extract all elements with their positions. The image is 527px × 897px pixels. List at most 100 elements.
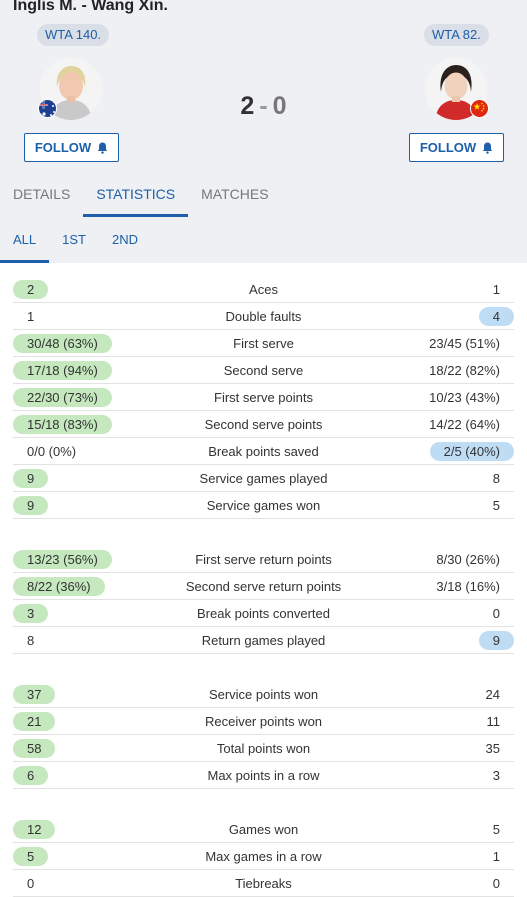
bell-icon [97,142,108,154]
away-stat-value: 0 [492,876,500,891]
stat-row: 0/0 (0%) Break points saved 2/5 (40%) [13,438,514,465]
stat-label: Service games won [206,498,321,513]
away-stat-value: 10/23 (43%) [429,390,500,405]
home-stat-value: 17/18 (94%) [13,361,112,380]
home-score: 2 [240,92,255,120]
home-stat-value: 6 [13,766,49,785]
away-stat-value: 14/22 (64%) [429,417,500,432]
stat-row: 8/22 (36%) Second serve return points 3/18… [13,573,514,600]
tab-statistics[interactable]: STATISTICS [83,172,188,217]
home-stat-value: 21 [13,712,56,731]
stat-row: 17/18 (94%) Second serve 18/22 (82%) [13,357,514,384]
home-stat-value: 15/18 (83%) [13,415,112,434]
away-stat-value: 23/45 (51%) [429,336,500,351]
away-stat-value: 1 [492,282,500,297]
home-player-rank: WTA 140. [37,24,110,46]
stat-label: Max points in a row [207,768,320,783]
bell-icon [482,142,493,154]
stat-row: 15/18 (83%) Second serve points 14/22 (64%… [13,411,514,438]
stat-row: 1 Double faults 4 [13,303,514,330]
stat-row: 2 Aces 1 [13,276,514,303]
australia-flag-icon [38,99,57,118]
subtab-all[interactable]: ALL [0,217,50,263]
stat-group: 12 Games won 5 5 Max games in a row 1 0 Tiebrea… [0,816,527,897]
home-stat-value: 58 [13,739,56,758]
follow-away-player-button[interactable]: FOLLOW [409,133,504,162]
stat-row: 5 Max games in a row 1 [13,843,514,870]
match-title: Inglis M. - Wang Xin. [13,0,168,14]
subtab-second-set[interactable]: 2ND [111,232,138,247]
stat-label: Max games in a row [205,849,322,864]
home-stat-value: 9 [13,469,49,488]
follow-button-label: FOLLOW [34,140,92,155]
stat-label: Games won [228,822,299,837]
main-tabs: DETAILS STATISTICS MATCHES [0,172,527,217]
match-header: Inglis M. - Wang Xin. WTA 140. WTA 82. 2… [0,0,527,217]
stat-row: 9 Service games won 5 [13,492,514,519]
away-player-rank: WTA 82. [424,24,489,46]
home-stat-value: 30/48 (63%) [13,334,112,353]
match-score: 2-0 [200,92,327,121]
score-separator: - [259,92,268,120]
home-stat-value: 3 [13,604,49,623]
tab-details[interactable]: DETAILS [13,186,71,202]
stat-label: Double faults [225,309,302,324]
away-stat-value: 3 [492,768,500,783]
home-stat-value: 8/22 (36%) [13,577,105,596]
follow-home-player-button[interactable]: FOLLOW [24,133,119,162]
stat-label: Tiebreaks [235,876,292,891]
away-stat-value: 3/18 (16%) [436,579,500,594]
away-stat-value: 35 [485,741,500,756]
away-stat-value: 5 [492,498,500,513]
away-stat-value: 8/30 (26%) [436,552,500,567]
stat-row: 12 Games won 5 [13,816,514,843]
away-stat-value: 18/22 (82%) [429,363,500,378]
home-stat-value: 37 [13,685,56,704]
stat-row: 8 Return games played 9 [13,627,514,654]
statistics-table: 2 Aces 1 1 Double faults 4 30/48 (63%) First se… [0,276,527,897]
stat-group: 37 Service points won 24 21 Receiver points … [0,681,527,789]
subtab-first-set[interactable]: 1ST [62,232,86,247]
away-stat-value: 5 [492,822,500,837]
stat-row: 58 Total points won 35 [13,735,514,762]
home-stat-value: 0 [27,876,35,891]
away-stat-value: 8 [492,471,500,486]
stat-row: 0 Tiebreaks 0 [13,870,514,897]
home-stat-value: 0/0 (0%) [27,444,77,459]
stat-label: Break points converted [197,606,330,621]
stat-row: 21 Receiver points won 11 [13,708,514,735]
tab-matches[interactable]: MATCHES [201,186,269,202]
away-stat-value: 11 [486,714,501,729]
stat-label: Return games played [201,633,326,648]
stat-row: 13/23 (56%) First serve return points 8/30… [13,546,514,573]
away-score: 0 [272,92,287,120]
period-tabs: ALL 1ST 2ND [0,217,527,263]
away-stat-value: 9 [478,631,514,650]
home-stat-value: 2 [13,280,49,299]
home-stat-value: 5 [13,847,49,866]
stat-row: 3 Break points converted 0 [13,600,514,627]
away-stat-value: 24 [485,687,500,702]
home-stat-value: 9 [13,496,49,515]
stat-row: 9 Service games played 8 [13,465,514,492]
stat-label: Receiver points won [204,714,323,729]
home-stat-value: 12 [13,820,56,839]
follow-button-label: FOLLOW [419,140,477,155]
away-player-avatar[interactable] [425,58,487,120]
away-stat-value: 4 [478,307,514,326]
home-stat-value: 8 [27,633,35,648]
home-stat-value: 1 [27,309,35,324]
stat-row: 22/30 (73%) First serve points 10/23 (43%) [13,384,514,411]
china-flag-icon [470,99,489,118]
stat-group: 13/23 (56%) First serve return points 8/30… [0,546,527,654]
stat-label: Service points won [208,687,319,702]
home-stat-value: 13/23 (56%) [13,550,112,569]
away-stat-value: 1 [492,849,500,864]
stat-row: 37 Service points won 24 [13,681,514,708]
away-stat-value: 0 [492,606,500,621]
home-player-avatar[interactable] [40,58,102,120]
stat-label: Aces [249,282,278,297]
stat-group: 2 Aces 1 1 Double faults 4 30/48 (63%) First se… [0,276,527,519]
stat-row: 6 Max points in a row 3 [13,762,514,789]
home-stat-value: 22/30 (73%) [13,388,112,407]
